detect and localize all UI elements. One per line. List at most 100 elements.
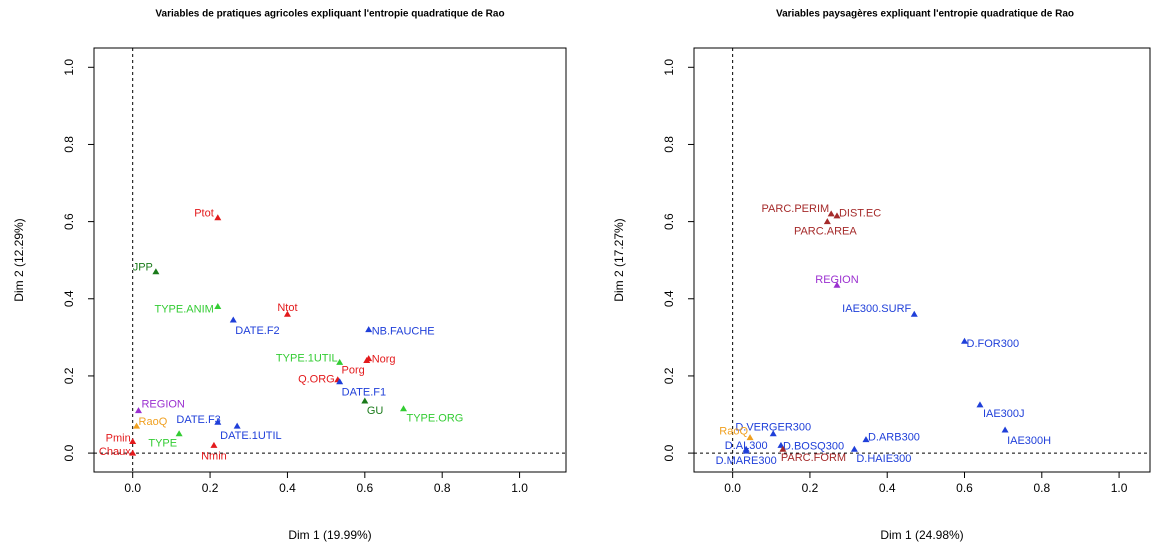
point <box>214 214 222 221</box>
point <box>214 302 222 309</box>
y-tick-label: 0.8 <box>662 136 676 153</box>
point <box>133 422 141 429</box>
x-tick-label: 0.2 <box>202 481 219 495</box>
y-tick-label: 0.6 <box>62 213 76 230</box>
point-label: Chaux <box>99 446 131 458</box>
point <box>742 447 750 454</box>
y-tick-label: 0.6 <box>662 213 676 230</box>
point-label: Nmin <box>201 450 227 462</box>
point <box>746 434 754 441</box>
point-label: DATE.F2 <box>235 325 279 337</box>
point-label: REGION <box>141 399 184 411</box>
y-tick-label: 0.4 <box>62 290 76 307</box>
point-label: D.MARE300 <box>716 455 777 467</box>
point <box>229 316 237 323</box>
x-tick-label: 0.4 <box>279 481 296 495</box>
point-label: PARC.PERIM <box>762 203 830 215</box>
y-tick-label: 0.8 <box>62 136 76 153</box>
point-label: GU <box>367 405 384 417</box>
point <box>214 418 222 425</box>
point <box>976 401 984 408</box>
point <box>134 407 142 414</box>
plot-frame <box>93 47 567 473</box>
point-label: TYPE.ORG <box>407 413 464 425</box>
point-label: TYPE.1UTIL <box>276 352 338 364</box>
point-label: RaoQ <box>139 416 168 428</box>
x-tick-label: 0.4 <box>879 481 896 495</box>
x-tick-label: 1.0 <box>511 481 528 495</box>
point-label: D.HAIE300 <box>856 453 911 465</box>
x-tick-label: 1.0 <box>1111 481 1128 495</box>
point <box>336 378 344 385</box>
point-label: IAE300J <box>983 408 1025 420</box>
y-tick-label: 1.0 <box>62 59 76 76</box>
y-axis-title: Dim 2 (12.29%) <box>12 218 26 301</box>
point <box>175 430 183 437</box>
point-label: Q.ORG <box>298 374 335 386</box>
point <box>823 218 831 225</box>
point-label: REGION <box>815 274 858 286</box>
point-label: DATE.1UTIL <box>220 430 282 442</box>
point <box>961 337 969 344</box>
point <box>210 441 218 448</box>
x-tick-label: 0.0 <box>124 481 141 495</box>
point-label: Norg <box>372 353 396 365</box>
point-label: TYPE.ANIM <box>155 303 214 315</box>
point <box>129 438 137 445</box>
point <box>779 445 787 452</box>
point-label: TYPE <box>148 438 177 450</box>
point-label: JPP <box>133 262 153 274</box>
y-axis-title: Dim 2 (17.27%) <box>612 218 626 301</box>
y-tick-label: 0.0 <box>62 444 76 461</box>
point-label: RaoQ <box>719 426 748 438</box>
point-label: D.AL300 <box>725 440 768 452</box>
point-label: IAE300.SURF <box>842 303 911 315</box>
point-label: Ntot <box>277 302 297 314</box>
plot-frame <box>693 47 1151 473</box>
point-label: Porg <box>342 364 365 376</box>
x-axis-title: Dim 1 (19.99%) <box>288 528 371 542</box>
point-label: NB.FAUCHE <box>372 326 435 338</box>
point <box>233 422 241 429</box>
point <box>152 268 160 275</box>
x-axis-title: Dim 1 (24.98%) <box>880 528 963 542</box>
point <box>769 430 777 437</box>
chart-title: Variables de pratiques agricoles expliqu… <box>155 9 504 20</box>
x-tick-label: 0.8 <box>434 481 451 495</box>
y-tick-label: 0.4 <box>662 290 676 307</box>
point-label: DATE.F1 <box>342 387 386 399</box>
point-label: PARC.FORM <box>781 452 846 464</box>
point <box>336 358 344 365</box>
x-tick-label: 0.6 <box>956 481 973 495</box>
x-tick-label: 0.0 <box>724 481 741 495</box>
point <box>129 449 137 456</box>
x-tick-label: 0.2 <box>802 481 819 495</box>
point <box>1001 426 1009 433</box>
point <box>400 405 408 412</box>
y-tick-label: 1.0 <box>662 59 676 76</box>
point <box>365 326 373 333</box>
point <box>850 445 858 452</box>
y-tick-label: 0.2 <box>62 367 76 384</box>
point <box>833 281 841 288</box>
point-label: D.FOR300 <box>967 338 1020 350</box>
point <box>827 210 835 217</box>
x-tick-label: 0.6 <box>356 481 373 495</box>
point <box>361 397 369 404</box>
point-label: PARC.AREA <box>794 226 857 238</box>
point-label: DATE.F3 <box>176 414 220 426</box>
point-label: DIST.EC <box>839 208 881 220</box>
point-label: D.ARB300 <box>868 431 920 443</box>
point <box>283 310 291 317</box>
point <box>363 357 371 364</box>
point-label: D.VERGER300 <box>735 422 811 434</box>
point-label: Pmin <box>106 432 131 444</box>
point-label: Ptot <box>194 208 214 220</box>
point-label: IAE300H <box>1007 435 1051 447</box>
point <box>833 212 841 219</box>
point-label: D.BOSQ300 <box>783 440 844 452</box>
y-tick-label: 0.2 <box>662 367 676 384</box>
point <box>862 436 870 443</box>
y-tick-label: 0.0 <box>662 444 676 461</box>
